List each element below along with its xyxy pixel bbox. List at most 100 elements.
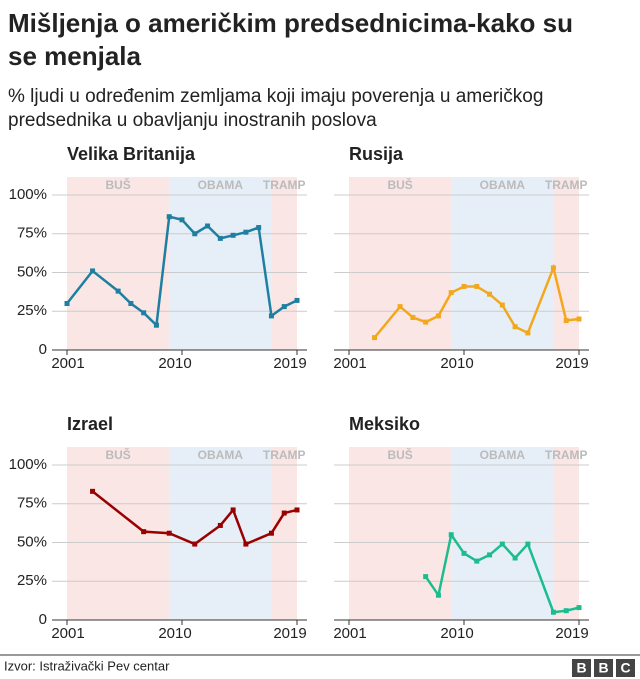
point (268, 313, 274, 319)
x-tick-label: 2001 (51, 625, 84, 642)
point (294, 297, 300, 303)
point (525, 330, 531, 336)
point (372, 335, 378, 341)
point (563, 318, 569, 324)
point (64, 301, 70, 306)
point (550, 609, 556, 615)
period-label: TRAMP (263, 448, 306, 462)
point (423, 319, 429, 325)
point (230, 507, 236, 513)
point (435, 313, 441, 319)
period-label: BUŠ (105, 177, 130, 192)
x-tick-label: 2019 (555, 355, 588, 372)
point (423, 574, 429, 580)
period-band (553, 177, 579, 350)
point (256, 225, 262, 231)
point (448, 290, 454, 296)
point (243, 229, 249, 235)
x-tick-label: 2010 (440, 625, 473, 642)
point (281, 510, 287, 516)
point (294, 507, 300, 513)
point (448, 532, 454, 538)
x-tick-label: 2019 (555, 625, 588, 642)
period-band (169, 177, 272, 350)
period-band (169, 447, 272, 620)
period-label: TRAMP (545, 448, 588, 462)
period-band (67, 447, 170, 620)
point (487, 291, 493, 297)
y-tick-label: 100% (9, 186, 47, 203)
point (192, 541, 198, 547)
point (166, 214, 172, 220)
subtitle: % ljudi u određenim zemljama koji imaju … (8, 86, 543, 107)
point (141, 310, 147, 316)
point (487, 552, 493, 558)
point (243, 541, 249, 547)
point (281, 304, 287, 310)
point (192, 231, 198, 237)
point (461, 550, 467, 556)
point (576, 316, 582, 322)
point (153, 322, 159, 328)
line (91, 490, 298, 546)
x-tick-label: 2001 (51, 355, 84, 372)
point (563, 608, 569, 614)
period-band (451, 447, 554, 620)
point (90, 268, 96, 274)
panel-title: Velika Britanija (67, 144, 196, 164)
logo: B B C (572, 659, 635, 677)
x-tick-label: 2001 (333, 355, 366, 372)
subtitle: predsednika u obavljanju inostranih posl… (8, 110, 377, 131)
logo-letter: B (598, 660, 608, 676)
period-label: BUŠ (387, 177, 412, 192)
point (576, 605, 582, 611)
x-tick-label: 2010 (440, 355, 473, 372)
period-label: OBAMA (198, 448, 244, 462)
point (115, 288, 121, 294)
panel-title: Rusija (349, 144, 404, 164)
y-tick-label: 100% (9, 456, 47, 473)
point (205, 223, 211, 229)
point (410, 314, 416, 320)
point (499, 302, 505, 308)
logo-box (572, 659, 591, 677)
logo-box (616, 659, 635, 677)
point (397, 304, 403, 310)
point (179, 217, 185, 223)
point (550, 265, 556, 271)
period-label: OBAMA (198, 178, 244, 192)
point (435, 592, 441, 598)
point (230, 232, 236, 238)
source: Izvor: Istraživački Pev centar (4, 658, 170, 673)
point (525, 541, 531, 547)
period-label: BUŠ (387, 447, 412, 462)
x-tick-label: 2010 (158, 355, 191, 372)
point (166, 530, 172, 536)
point (268, 530, 274, 536)
x-tick-label: 2010 (158, 625, 191, 642)
period-band (271, 447, 297, 620)
y-tick-label: 0 (39, 611, 47, 628)
point (499, 541, 505, 547)
y-tick-label: 75% (17, 225, 47, 242)
point (512, 555, 518, 561)
point (217, 235, 223, 241)
y-tick-label: 25% (17, 302, 47, 319)
logo-box (594, 659, 613, 677)
point (474, 283, 480, 289)
period-band (553, 447, 579, 620)
title: se menjala (8, 41, 142, 71)
panel-title: Meksiko (349, 414, 420, 434)
period-label: OBAMA (480, 178, 526, 192)
point (461, 283, 467, 289)
y-tick-label: 50% (17, 263, 47, 280)
period-band (451, 177, 554, 350)
y-tick-label: 50% (17, 533, 47, 550)
period-label: BUŠ (105, 447, 130, 462)
y-tick-label: 75% (17, 495, 47, 512)
period-label: TRAMP (545, 178, 588, 192)
logo-letter: C (620, 660, 630, 676)
point (141, 529, 147, 535)
y-tick-label: 25% (17, 572, 47, 589)
